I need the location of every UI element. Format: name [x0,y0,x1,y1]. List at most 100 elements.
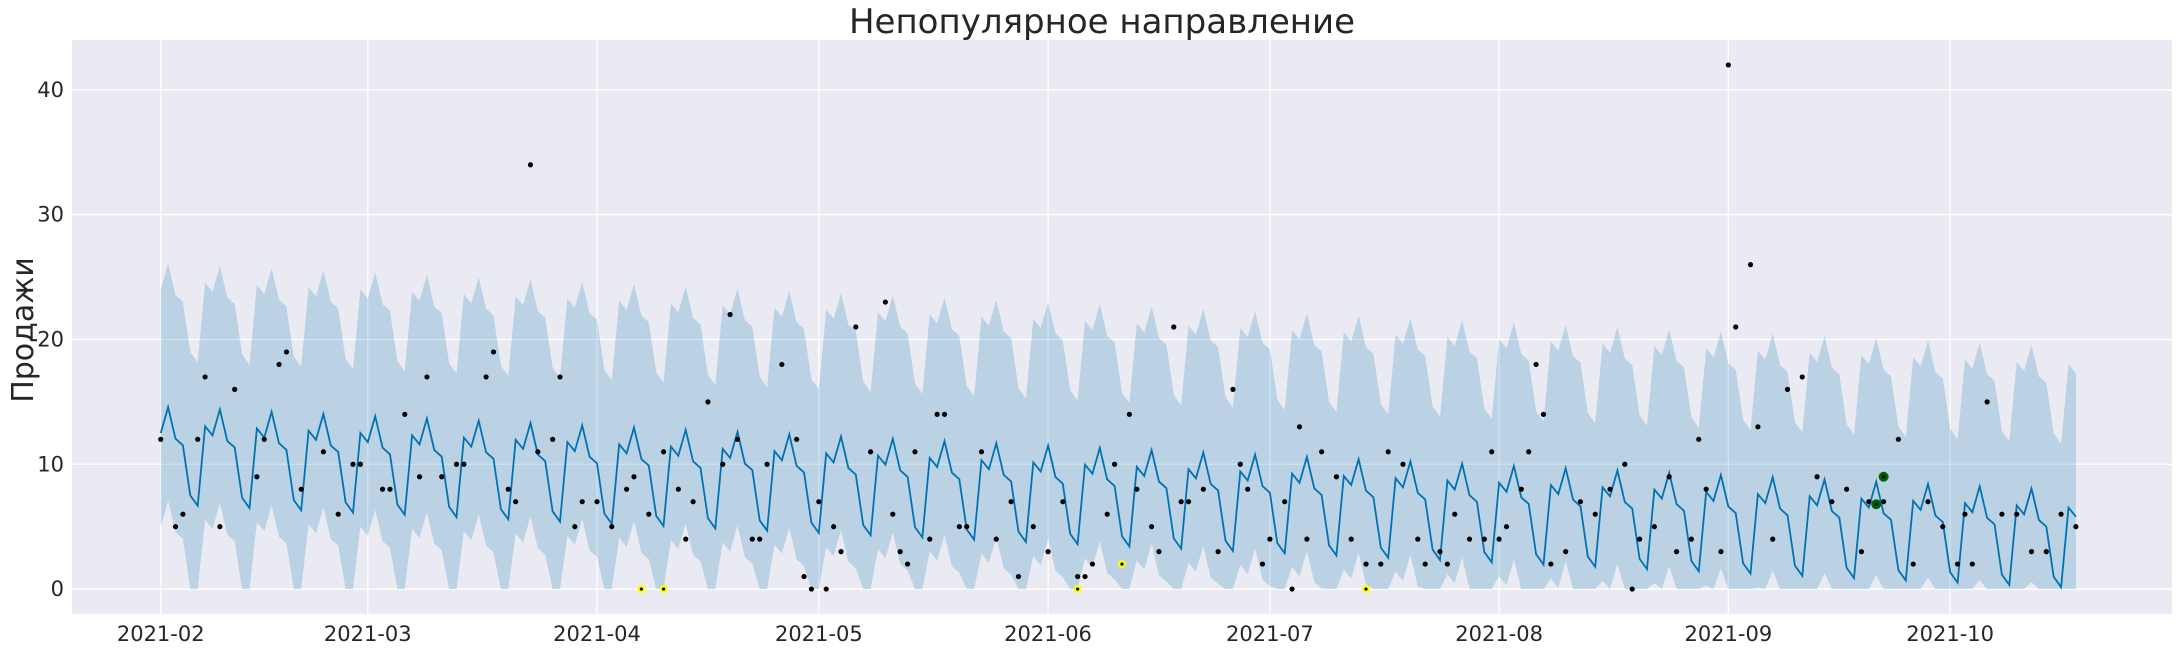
actual-point [276,361,282,368]
actual-point [1452,511,1458,517]
actual-point [1104,511,1110,517]
actual-point [823,586,829,592]
actual-point [1422,561,1428,567]
actual-point [1673,549,1680,555]
actual-point [1378,561,1384,567]
actual-point [1437,549,1443,555]
actual-point [904,561,911,567]
x-tick-label: 2021-06 [1004,622,1092,646]
actual-point [1533,361,1539,368]
actual-point [557,374,563,380]
actual-point [1481,536,1487,542]
actual-point [1629,586,1635,592]
actual-point [483,374,489,380]
actual-point [1910,561,1916,567]
highlight-point-center [1874,502,1879,506]
actual-point [720,461,726,467]
x-axis-ticks: 2021-02 2021-03 2021-04 2021-05 2021-06 2021-… [117,622,1994,646]
x-tick-label: 2021-07 [1226,622,1314,646]
actual-point [1245,486,1251,492]
actual-point [350,461,356,467]
actual-point [402,411,408,417]
actual-point [1400,461,1406,467]
actual-point [1156,549,1162,555]
actual-point [180,511,186,517]
y-axis-label: Продажи [6,257,41,403]
x-tick-label: 2021-10 [1906,622,1994,646]
x-tick-label: 2021-08 [1455,622,1543,646]
actual-point [1940,524,1946,530]
actual-point [1666,474,1672,480]
actual-point [1703,486,1709,492]
actual-point [535,449,541,455]
outlier-points [637,560,1371,594]
y-tick-label: 20 [37,327,64,351]
actual-point [1829,499,1835,505]
actual-points [158,62,2079,592]
actual-point [1622,461,1628,467]
actual-point [808,586,815,592]
actual-point [387,486,393,492]
actual-point [439,474,445,480]
actual-point [1215,549,1221,555]
actual-point [1548,561,1554,567]
actual-point [1075,573,1081,580]
actual-point [298,486,304,492]
actual-point [690,499,696,505]
actual-point [1688,536,1694,542]
actual-point [1466,536,1473,542]
forecast-line-layer [159,403,2077,590]
actual-point [1363,561,1369,567]
actual-point [1319,449,1325,455]
actual-point [572,524,578,530]
actual-point [1230,386,1236,392]
actual-point [734,436,741,442]
actual-point [1540,411,1547,417]
actual-point [1385,449,1391,455]
actual-point [1289,586,1295,592]
actual-point [1718,549,1724,555]
actual-point [675,486,681,492]
outlier-point-center [661,587,666,591]
actual-point [232,386,238,392]
actual-point [357,461,363,467]
actual-point [594,499,600,505]
outlier-point-center [639,587,643,591]
actual-point [1563,549,1569,555]
actual-point [609,524,615,530]
highlight-point-center [1881,474,1886,479]
actual-point [283,349,290,355]
actual-point [1607,486,1613,492]
actual-point [1134,486,1140,492]
actual-point [749,536,755,542]
y-tick-label: 0 [51,577,64,601]
actual-point [683,536,689,542]
actual-point [1045,549,1051,555]
actual-point [757,536,763,542]
actual-point [1171,324,1177,330]
actual-point [1747,262,1754,268]
actual-point [1333,474,1340,480]
uncertainty-interval [160,263,2076,589]
actual-point [1799,374,1805,380]
actual-point [1282,499,1288,505]
actual-point [941,411,948,417]
actual-point [1844,486,1850,492]
actual-point [890,511,896,517]
actual-point [158,436,164,442]
actual-point [2028,549,2035,555]
actual-point [1518,486,1524,492]
y-tick-label: 40 [37,78,64,102]
grid-lines [72,40,2172,614]
actual-point [527,162,534,168]
actual-point [1592,511,1598,517]
actual-point [1089,561,1096,567]
actual-point [1415,536,1421,542]
forecast-line [159,403,2077,590]
actual-point [513,499,519,505]
actual-point [550,436,556,442]
actual-point [1444,561,1450,567]
actual-point [1526,449,1532,455]
actual-point [631,474,637,480]
actual-point [897,549,903,555]
